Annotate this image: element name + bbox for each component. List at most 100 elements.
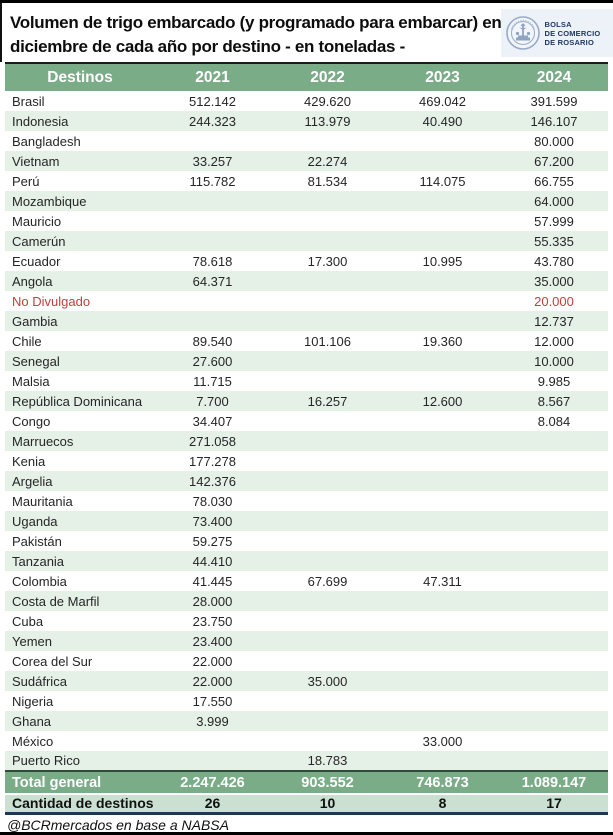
table-row: República Dominicana 7.700 16.257 12.600… xyxy=(5,391,608,411)
value-2023-cell: 469.042 xyxy=(419,93,466,109)
destination-cell: Indonesia xyxy=(12,113,69,129)
value-2022-cell xyxy=(270,411,385,431)
value-2024-cell xyxy=(500,531,608,551)
destination-cell: Malsia xyxy=(12,373,50,389)
value-2023-cell xyxy=(385,371,500,391)
value-2023-cell xyxy=(385,631,500,651)
value-2022-cell: 18.783 xyxy=(307,753,348,768)
value-2021-cell: 23.750 xyxy=(192,613,233,629)
destination-cell: Yemen xyxy=(12,633,52,649)
value-2024-cell: 55.335 xyxy=(534,233,574,249)
destination-cell: Perú xyxy=(12,173,40,189)
value-2024-cell xyxy=(500,471,608,491)
value-2023-cell: 10.995 xyxy=(422,253,463,269)
destination-cell: México xyxy=(12,733,54,749)
value-2022-cell xyxy=(270,731,385,751)
destination-cell: No Divulgado xyxy=(12,293,91,309)
title-line-1: Volumen de trigo embarcado (y programado… xyxy=(10,13,502,32)
value-2024-cell xyxy=(500,711,608,731)
count-2024: 17 xyxy=(500,794,608,815)
value-2023-cell xyxy=(385,311,500,331)
value-2021-cell: 3.999 xyxy=(196,713,229,729)
total-2024: 1.089.147 xyxy=(500,770,608,795)
value-2023-cell xyxy=(385,671,500,691)
destination-cell: Kenia xyxy=(12,453,46,469)
wheat-shipments-table: Destinos 2021 2022 2023 2024 Brasil 512.… xyxy=(5,62,608,815)
count-2022: 10 xyxy=(270,794,385,815)
table-row: Gambia 12.737 xyxy=(5,311,608,331)
value-2024-cell: 80.000 xyxy=(534,133,574,149)
destination-cell: Costa de Marfil xyxy=(12,593,100,609)
destination-cell: Bangladesh xyxy=(12,133,81,149)
table-row: Kenia 177.278 xyxy=(5,451,608,471)
value-2022-cell: 113.979 xyxy=(304,113,351,129)
value-2023-cell xyxy=(385,471,500,491)
value-2023-cell: 12.600 xyxy=(422,393,463,409)
value-2021-cell: 22.000 xyxy=(192,653,233,669)
value-2022-cell: 22.274 xyxy=(307,153,348,169)
destination-cell: Marruecos xyxy=(12,433,74,449)
value-2024-cell: 8.567 xyxy=(537,393,571,409)
value-2024-cell: 10.000 xyxy=(534,353,574,369)
value-2023-cell xyxy=(385,431,500,451)
column-header: 2023 xyxy=(385,62,500,91)
value-2022-cell xyxy=(270,631,385,651)
value-2021-cell xyxy=(155,751,270,771)
value-2022-cell xyxy=(270,131,385,151)
value-2024-cell: 12.000 xyxy=(534,333,574,349)
value-2022-cell xyxy=(270,611,385,631)
value-2024-cell xyxy=(500,751,608,771)
destination-cell: Congo xyxy=(12,413,51,429)
value-2023-cell xyxy=(385,511,500,531)
bcr-logo-line-3: DE ROSARIO xyxy=(544,37,594,47)
value-2021-cell: 512.142 xyxy=(189,93,236,109)
table-body: Brasil 512.142 429.620 469.042 391.599 I… xyxy=(5,91,608,771)
value-2024-cell xyxy=(500,631,608,651)
table-row: Corea del Sur 22.000 xyxy=(5,651,608,671)
value-2022-cell xyxy=(270,591,385,611)
destination-cell: Argelia xyxy=(12,473,53,489)
value-2022-cell: 81.534 xyxy=(307,173,348,189)
destination-cell: Angola xyxy=(12,273,53,289)
value-2022-cell xyxy=(270,271,385,291)
value-2023-cell xyxy=(385,191,500,211)
table-row: Malsia 11.715 9.985 xyxy=(5,371,608,391)
destination-count-row: Cantidad de destinos 26 10 8 17 xyxy=(5,794,608,815)
table-row: Costa de Marfil 28.000 xyxy=(5,591,608,611)
bcr-logo: BOLSA DE COMERCIO DE ROSARIO xyxy=(501,9,613,57)
value-2023-cell xyxy=(385,131,500,151)
destination-cell: Sudáfrica xyxy=(12,673,67,689)
total-label: Total general xyxy=(5,770,155,795)
value-2021-cell: 271.058 xyxy=(189,433,236,449)
value-2021-cell: 7.700 xyxy=(196,393,229,409)
destination-cell: Vietnam xyxy=(12,153,60,169)
value-2022-cell xyxy=(270,191,385,211)
value-2022-cell xyxy=(270,291,385,311)
value-2021-cell: 78.618 xyxy=(192,253,233,269)
value-2021-cell xyxy=(155,131,270,151)
destination-cell: Corea del Sur xyxy=(12,653,93,669)
value-2021-cell xyxy=(155,731,270,751)
value-2023-cell xyxy=(385,211,500,231)
value-2021-cell: 33.257 xyxy=(192,153,233,169)
value-2022-cell xyxy=(270,531,385,551)
value-2023-cell xyxy=(385,531,500,551)
table-row: Chile 89.540 101.106 19.360 12.000 xyxy=(5,331,608,351)
column-header: 2022 xyxy=(270,62,385,91)
table-row: Angola 64.371 35.000 xyxy=(5,271,608,291)
value-2021-cell: 73.400 xyxy=(192,513,233,529)
value-2022-cell: 16.257 xyxy=(307,393,348,409)
destination-cell: Nigeria xyxy=(12,693,54,709)
table-row: Vietnam 33.257 22.274 67.200 xyxy=(5,151,608,171)
value-2021-cell: 27.600 xyxy=(192,353,233,369)
value-2024-cell xyxy=(500,571,608,591)
table-row: Brasil 512.142 429.620 469.042 391.599 xyxy=(5,91,608,111)
value-2023-cell xyxy=(385,751,500,771)
header-row: Destinos 2021 2022 2023 2024 xyxy=(5,62,608,91)
value-2021-cell: 177.278 xyxy=(189,453,236,469)
value-2021-cell: 44.410 xyxy=(192,553,233,569)
value-2024-cell xyxy=(500,611,608,631)
table-row: Ghana 3.999 xyxy=(5,711,608,731)
table-row: Ecuador 78.618 17.300 10.995 43.780 xyxy=(5,251,608,271)
count-2023: 8 xyxy=(385,794,500,815)
